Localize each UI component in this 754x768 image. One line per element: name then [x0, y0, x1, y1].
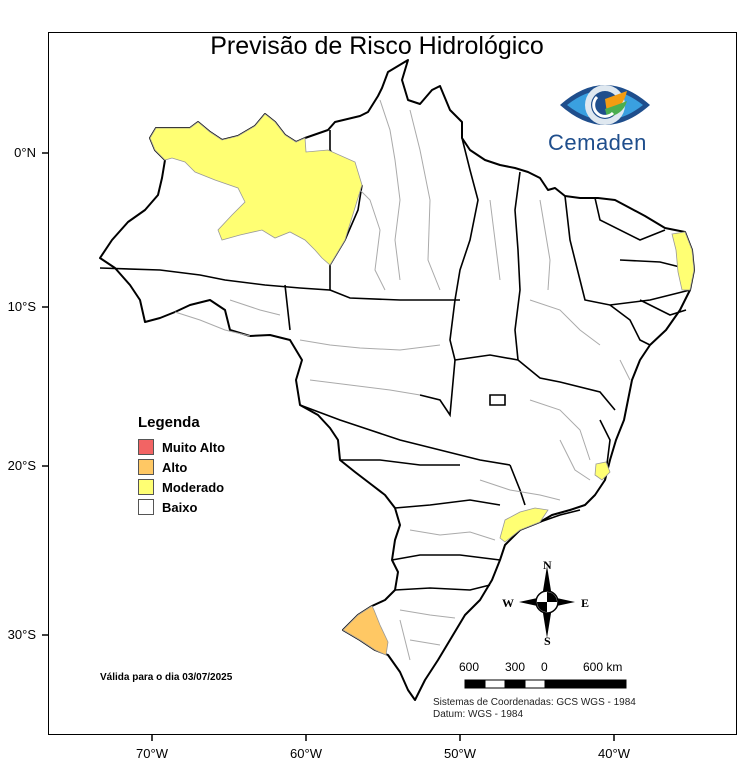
scale-label-600km: 600 km — [583, 660, 623, 674]
legend-item-baixo: Baixo — [138, 497, 225, 517]
coordinate-system: Sistemas de Coordenadas: GCS WGS - 1984 … — [433, 697, 636, 721]
cemaden-logo-icon — [560, 85, 650, 125]
region-ne-coast-moderado — [671, 231, 695, 291]
valid-date: Válida para o dia 03/07/2025 — [100, 672, 233, 683]
x-tick-70w: 70°W — [136, 746, 168, 761]
region-borders — [174, 99, 631, 661]
legend-swatch — [138, 459, 154, 475]
legend-swatch — [138, 439, 154, 455]
state-borders — [99, 130, 693, 591]
legend-label: Alto — [162, 459, 188, 475]
x-tick-40w: 40°W — [598, 746, 630, 761]
y-tick-30s: 30°S — [7, 627, 36, 642]
compass-s: S — [544, 634, 551, 648]
legend-label: Moderado — [162, 479, 225, 495]
north-arrow-icon — [519, 566, 575, 638]
legend-item-muito-alto: Muito Alto — [138, 437, 225, 457]
coord-line-2: Datum: WGS - 1984 — [433, 709, 524, 720]
cemaden-logo-text: Cemaden — [548, 130, 647, 155]
x-tick-50w: 50°W — [444, 746, 476, 761]
legend-swatch — [138, 479, 154, 495]
compass-n: N — [543, 558, 552, 572]
legend-item-alto: Alto — [138, 457, 225, 477]
scale-label-600: 600 — [459, 660, 480, 674]
x-tick-60w: 60°W — [290, 746, 322, 761]
legend-title: Legenda — [138, 414, 200, 431]
scale-label-0: 0 — [541, 660, 548, 674]
region-es-moderado — [594, 461, 611, 481]
legend: Legenda Muito Alto Alto Moderado Baixo — [138, 414, 225, 517]
region-rs-alto — [342, 605, 389, 656]
region-sp-coast-moderado — [499, 507, 549, 543]
moderado-regions — [149, 113, 695, 543]
axis-ticks — [42, 152, 615, 741]
scale-label-300: 300 — [505, 660, 526, 674]
y-tick-20s: 20°S — [7, 458, 36, 473]
y-tick-10s: 10°S — [7, 299, 36, 314]
legend-swatch — [138, 499, 154, 515]
region-amazonas-moderado — [149, 113, 363, 266]
legend-label: Baixo — [162, 499, 198, 515]
y-tick-0n: 0°N — [14, 145, 36, 160]
map-frame — [48, 32, 737, 735]
scale-bar — [464, 679, 627, 689]
legend-label: Muito Alto — [162, 439, 226, 455]
compass-w: W — [502, 596, 514, 610]
map-title: Previsão de Risco Hidrológico — [210, 32, 544, 60]
coord-line-1: Sistemas de Coordenadas: GCS WGS - 1984 — [433, 697, 636, 708]
legend-item-moderado: Moderado — [138, 477, 225, 497]
compass-e: E — [581, 596, 590, 610]
